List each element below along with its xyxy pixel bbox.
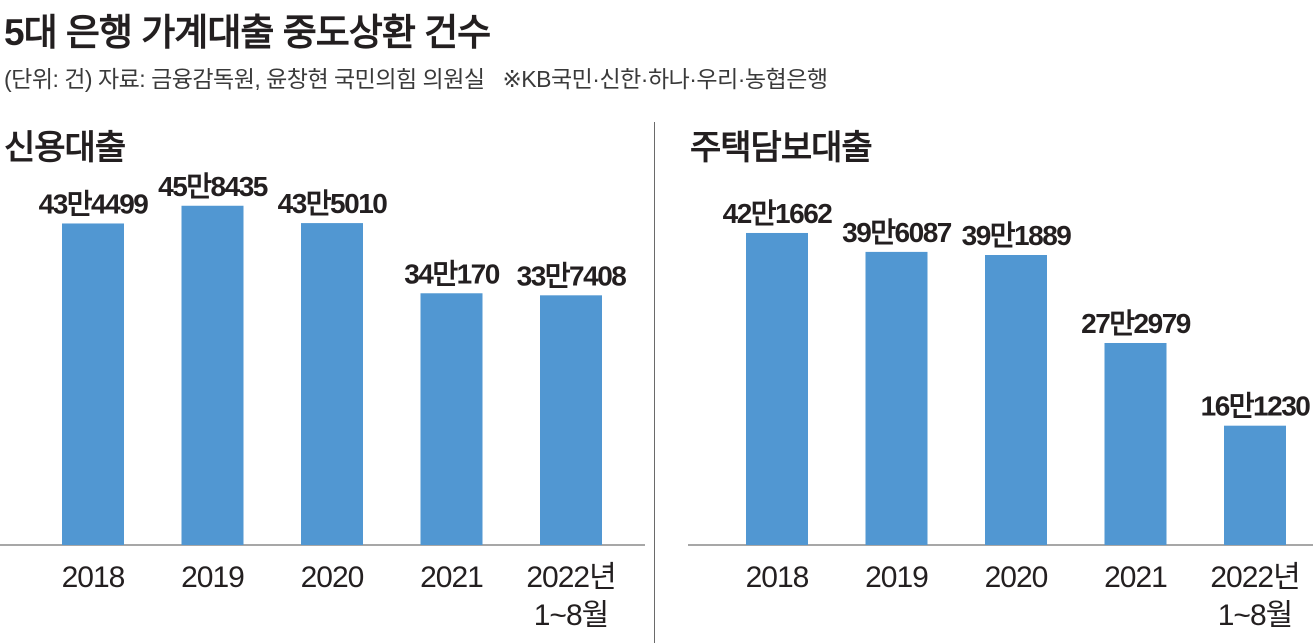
data-label: 39만1889 [962,220,1072,251]
x-tick-label: 2019 [865,561,928,594]
x-tick-label: 2022년 1~8월 [1210,561,1299,632]
data-label: 27만2979 [1081,308,1191,339]
bar [301,223,363,546]
data-label: 45만8435 [158,171,268,202]
bar [62,223,124,545]
data-label: 34만170 [404,258,500,289]
x-tick-label: 2021 [1104,561,1167,594]
panel-title-mortgage-loan: 주택담보대출 [690,129,873,167]
bar [540,295,602,545]
x-tick-label: 2022년 1~8월 [526,561,615,632]
data-label: 43만5010 [278,188,388,219]
data-label: 43만4499 [39,188,149,219]
x-tick-label: 2019 [181,561,244,594]
bar [181,205,244,545]
data-label: 16만1230 [1201,391,1311,422]
source-text: (단위: 건) 자료: 금융감독원, 윤창현 국민의힘 의원실 [4,66,485,92]
bar [1104,342,1167,545]
panel-divider [654,122,655,643]
data-label: 39만6087 [842,217,952,248]
bar [746,232,808,545]
x-tick-label: 2018 [746,561,809,594]
bar [1224,425,1286,545]
x-tick-label: 2018 [62,561,125,594]
x-tick-label: 2020 [301,561,364,594]
x-tick-label: 2020 [985,561,1048,594]
subtitle: (단위: 건) 자료: 금융감독원, 윤창현 국민의힘 의원실 ※KB국민·신한·… [4,60,828,94]
panel-title-credit-loan: 신용대출 [4,129,126,167]
x-tick-label: 2021 [420,561,483,594]
note-text: ※KB국민·신한·하나·우리·농협은행 [502,66,829,92]
bar [865,251,928,545]
bar [420,293,483,545]
data-label: 33만7408 [517,260,627,291]
page-title: 5대 은행 가계대출 중도상환 건수 [4,12,491,53]
bar [985,255,1047,545]
data-label: 42만1662 [723,198,833,229]
